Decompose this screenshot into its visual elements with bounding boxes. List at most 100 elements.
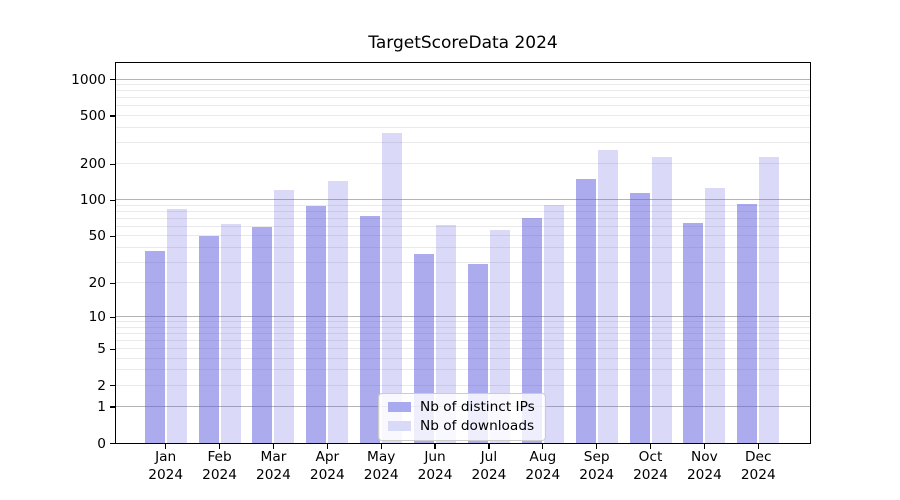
x-tick-label: May 2024: [349, 449, 413, 484]
x-tick-year: 2024: [256, 466, 291, 483]
bar-distinct-ips-sep: [575, 179, 596, 443]
minor-gridline: [116, 384, 810, 386]
x-tick-year: 2024: [525, 466, 561, 483]
x-tick-label: Jul 2024: [457, 449, 521, 484]
legend-label-downloads: Nb of downloads: [420, 418, 535, 434]
minor-gridline: [116, 225, 810, 227]
y-tick-mark: [110, 78, 115, 81]
plot-area: [115, 62, 811, 444]
x-tick-label: Apr 2024: [295, 449, 359, 484]
bar-downloads-jul: [489, 230, 510, 443]
major-gridline: [116, 199, 810, 201]
legend-item-downloads: Nb of downloads: [388, 418, 535, 434]
x-tick-mark: [434, 444, 436, 449]
x-tick-label: Jan 2024: [134, 449, 198, 484]
minor-gridline: [116, 357, 810, 359]
major-gridline: [116, 78, 810, 80]
x-tick-year: 2024: [740, 466, 776, 483]
legend-label-distinct-ips: Nb of distinct IPs: [420, 399, 535, 415]
minor-gridline: [116, 246, 810, 248]
x-tick-year: 2024: [633, 466, 668, 483]
bar-downloads-feb: [220, 223, 241, 443]
bar-downloads-may: [382, 132, 403, 443]
y-tick-mark: [110, 406, 115, 408]
y-tick-label: 1: [97, 398, 106, 415]
major-gridline: [116, 316, 810, 318]
minor-gridline: [116, 211, 810, 212]
legend: Nb of distinct IPs Nb of downloads: [378, 393, 546, 441]
x-tick-mark: [326, 444, 328, 449]
bar-distinct-ips-feb: [198, 235, 219, 443]
bar-downloads-apr: [328, 181, 349, 443]
minor-gridline: [116, 348, 810, 350]
bar-distinct-ips-aug: [521, 218, 542, 443]
bar-distinct-ips-oct: [629, 193, 650, 443]
x-tick-mark: [165, 444, 167, 449]
bar-downloads-mar: [274, 189, 295, 443]
y-tick-mark: [110, 199, 115, 202]
x-tick-label: Dec 2024: [726, 449, 790, 484]
y-tick-mark: [110, 316, 115, 318]
y-tick-label: 50: [88, 228, 106, 245]
x-tick-mark: [649, 444, 652, 449]
x-tick-mark: [218, 444, 221, 449]
x-tick-label: Mar 2024: [241, 449, 305, 484]
bar-distinct-ips-jan: [144, 251, 165, 443]
bar-downloads-dec: [759, 157, 780, 443]
minor-gridline: [116, 141, 810, 143]
y-tick-label: 200: [79, 156, 106, 173]
bar-distinct-ips-mar: [252, 227, 273, 443]
bar-downloads-oct: [651, 157, 672, 443]
x-tick-label: Jun 2024: [403, 449, 467, 484]
x-tick-mark: [380, 444, 382, 449]
minor-gridline: [116, 217, 810, 219]
x-tick-year: 2024: [309, 466, 345, 483]
y-tick-label: 500: [79, 108, 106, 124]
x-tick-label: Nov 2024: [672, 449, 736, 484]
minor-gridline: [116, 339, 810, 341]
minor-gridline: [116, 126, 810, 128]
bar-downloads-sep: [597, 150, 618, 443]
y-tick-label: 20: [88, 275, 106, 292]
minor-gridline: [116, 235, 810, 237]
x-tick-label: Feb 2024: [188, 449, 252, 484]
x-tick-label: Sep 2024: [565, 449, 629, 484]
y-tick-mark: [110, 235, 115, 238]
x-tick-mark: [703, 444, 706, 449]
y-tick-mark: [110, 282, 115, 284]
bar-downloads-nov: [705, 187, 726, 443]
y-tick-mark: [110, 163, 115, 165]
minor-gridline: [116, 282, 810, 284]
bar-downloads-aug: [543, 205, 564, 443]
x-tick-mark: [757, 444, 759, 449]
x-tick-mark: [596, 444, 598, 449]
y-tick-mark: [110, 385, 115, 387]
minor-gridline: [116, 369, 810, 371]
minor-gridline: [116, 204, 810, 206]
legend-swatch-downloads: [388, 421, 411, 431]
x-tick-year: 2024: [363, 466, 399, 483]
minor-gridline: [116, 97, 810, 99]
y-tick-label: 1000: [71, 71, 106, 88]
legend-item-distinct-ips: Nb of distinct IPs: [388, 399, 535, 415]
minor-gridline: [116, 105, 810, 107]
x-tick-label: Aug 2024: [511, 449, 575, 484]
x-tick-mark: [272, 444, 275, 449]
x-tick-year: 2024: [148, 466, 184, 483]
bar-distinct-ips-nov: [683, 223, 704, 443]
x-tick-year: 2024: [202, 466, 237, 483]
y-tick-label: 5: [97, 341, 106, 358]
x-tick-mark: [542, 444, 544, 449]
bar-distinct-ips-apr: [306, 205, 327, 443]
bar-distinct-ips-may: [360, 215, 381, 443]
minor-gridline: [116, 332, 810, 334]
y-tick-label: 10: [88, 309, 106, 326]
minor-gridline: [116, 90, 810, 92]
x-tick-year: 2024: [417, 466, 453, 483]
bar-downloads-jan: [166, 208, 187, 443]
legend-swatch-distinct-ips: [388, 402, 411, 412]
minor-gridline: [116, 163, 810, 165]
y-tick-label: 0: [97, 435, 106, 452]
x-tick-year: 2024: [579, 466, 615, 483]
